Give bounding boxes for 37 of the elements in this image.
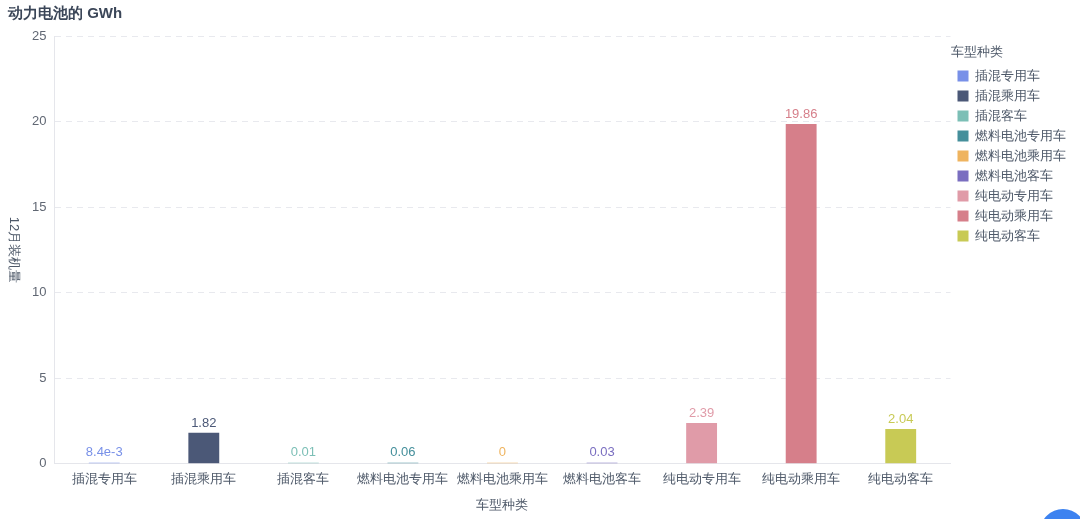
x-tick-label: 纯电动乘用车 (762, 471, 841, 487)
y-tick-label: 10 (31, 284, 47, 300)
y-tick-label: 20 (31, 113, 47, 129)
legend-label: 燃料电池乘用车 (975, 147, 1066, 163)
data-label: 0 (498, 444, 507, 460)
y-tick-label: 0 (39, 455, 47, 471)
x-tick-label: 插混专用车 (71, 471, 137, 487)
data-label: 0.01 (290, 444, 317, 460)
y-tick-label: 25 (31, 27, 47, 43)
legend-label: 燃料电池客车 (975, 167, 1053, 183)
data-label: 0.03 (589, 444, 615, 460)
data-label: 0.06 (390, 444, 416, 460)
legend-label: 纯电动客车 (975, 227, 1040, 243)
x-tick-label: 燃料电池乘用车 (456, 471, 548, 487)
legend-label: 插混乘用车 (975, 87, 1040, 103)
data-label: 19.86 (784, 106, 818, 122)
legend-title: 车型种类 (950, 44, 1003, 60)
x-tick-label: 插混乘用车 (171, 471, 237, 487)
legend-label: 燃料电池专用车 (975, 127, 1066, 143)
x-tick-label: 插混客车 (277, 471, 330, 487)
y-tick-label: 15 (31, 198, 47, 214)
x-tick-label: 燃料电池客车 (563, 471, 642, 487)
legend-label: 插混专用车 (975, 67, 1040, 83)
y-axis-title: 12月装机量 (7, 216, 23, 284)
x-tick-label: 纯电动客车 (868, 471, 934, 487)
x-tick-label: 燃料电池专用车 (357, 471, 449, 487)
chart-title: 动力电池的 GWh (7, 4, 123, 22)
data-label: 1.82 (191, 414, 217, 430)
legend-label: 纯电动专用车 (975, 187, 1053, 203)
x-tick-label: 纯电动专用车 (662, 471, 741, 487)
legend-label: 插混客车 (975, 107, 1027, 123)
data-label: 8.4e-3 (85, 444, 123, 460)
x-axis-title: 车型种类 (476, 496, 529, 512)
data-label: 2.04 (888, 410, 914, 426)
legend-label: 纯电动乘用车 (975, 207, 1053, 223)
y-tick-label: 5 (39, 369, 47, 385)
data-label: 2.39 (688, 404, 715, 420)
